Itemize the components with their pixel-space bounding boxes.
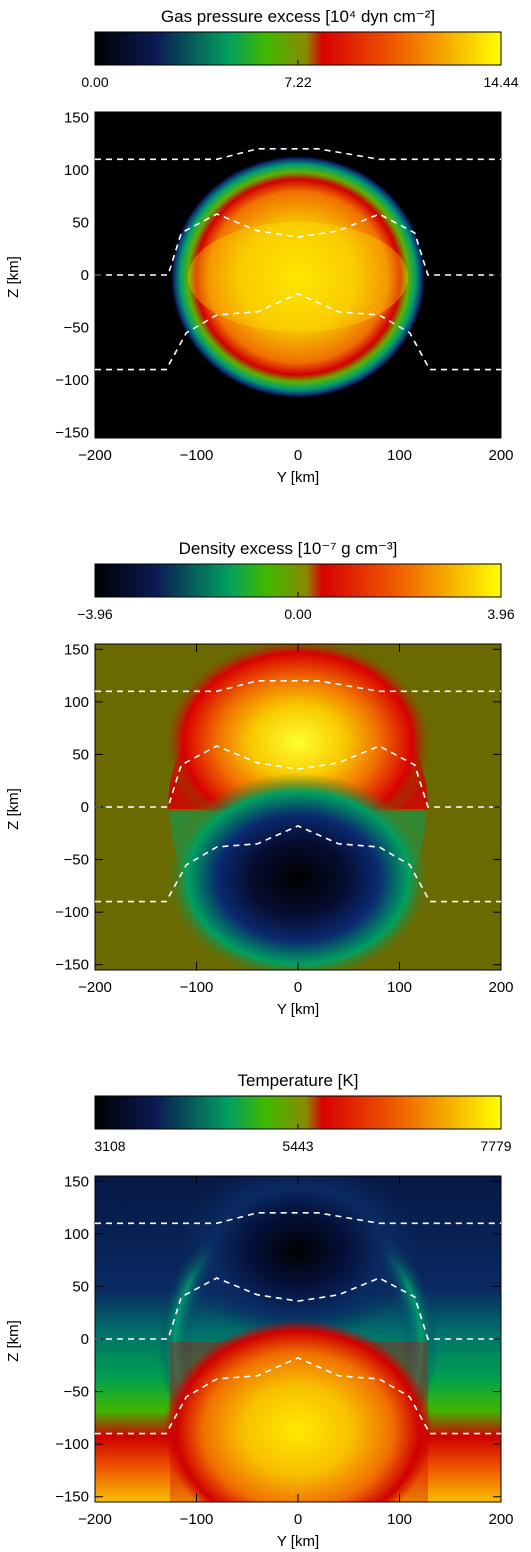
x-tick-label: 200 (488, 1511, 513, 1528)
contour-lines (95, 148, 501, 371)
colorbar-tick-min: 3108 (94, 1138, 125, 1154)
x-tick-label: −100 (180, 979, 214, 996)
x-tick-label: −100 (180, 447, 214, 464)
y-tick-label: −100 (55, 904, 89, 921)
y-tick-label: 0 (81, 799, 89, 816)
y-tick-label: 50 (72, 214, 89, 231)
y-tick-label: −150 (55, 425, 89, 442)
colorbar-tick-mid: 7.22 (284, 74, 311, 90)
x-tick-label: 0 (294, 447, 302, 464)
y-tick-label: 100 (64, 162, 89, 179)
x-tick-label: 0 (294, 979, 302, 996)
panel-pressure: Gas pressure excess [10⁴ dyn cm⁻²] 0.00 … (5, 7, 519, 486)
colorbar-title: Gas pressure excess [10⁴ dyn cm⁻²] (161, 7, 435, 26)
contour-line (95, 293, 501, 371)
y-tick-label: 0 (81, 267, 89, 284)
colorbar-title: Temperature [K] (238, 1071, 359, 1090)
colorbar-tick-min: 0.00 (81, 74, 108, 90)
x-tick-label: 200 (488, 979, 513, 996)
y-tick-label: −50 (64, 1384, 89, 1401)
y-tick-label: −50 (64, 852, 89, 869)
colorbar (94, 31, 502, 66)
y-tick-label: 150 (64, 641, 89, 658)
y-tick-label: −50 (64, 320, 89, 337)
y-tick-label: 50 (72, 1278, 89, 1295)
y-axis-label: Z [km] (5, 1320, 22, 1362)
y-axis-label: Z [km] (5, 256, 22, 298)
y-axis-label: Z [km] (5, 788, 22, 830)
colorbar (94, 563, 502, 598)
heatmap-pressure (95, 112, 501, 438)
contour-line (95, 1277, 501, 1340)
contour-lines (95, 1212, 501, 1435)
contour-lines (95, 680, 501, 903)
contour-line (95, 213, 501, 276)
x-axis-label: Y [km] (277, 1533, 319, 1550)
y-tick-label: −150 (55, 957, 89, 974)
x-tick-label: −100 (180, 1511, 214, 1528)
x-axis-label: Y [km] (277, 469, 319, 486)
x-tick-label: −200 (78, 979, 112, 996)
axes: −200 −100 0 100 200 −150 −100 −50 0 50 100 150 (55, 641, 513, 996)
heatmap-temperature (95, 1176, 501, 1502)
y-tick-label: 100 (64, 1226, 89, 1243)
y-tick-label: 150 (64, 109, 89, 126)
panel-temperature: Temperature [K] 3108 5443 7779 −200 −100 0… (5, 1071, 514, 1550)
x-tick-label: −200 (78, 447, 112, 464)
y-tick-label: 150 (64, 1173, 89, 1190)
x-tick-label: 100 (387, 979, 412, 996)
axes: −200 −100 0 100 200 −150 −100 −50 0 50 100 150 (55, 1173, 513, 1528)
colorbar-ticks (94, 1124, 502, 1129)
x-tick-label: 100 (387, 447, 412, 464)
y-tick-label: −100 (55, 1436, 89, 1453)
panel-density: Density excess [10⁻⁷ g cm⁻³] −3.96 0.00 … (5, 539, 515, 1018)
x-tick-label: 200 (488, 447, 513, 464)
colorbar-tick-mid: 0.00 (284, 606, 311, 622)
x-axis-label: Y [km] (277, 1001, 319, 1018)
y-tick-label: −150 (55, 1489, 89, 1506)
contour-line (95, 1357, 501, 1435)
colorbar-tick-mid: 5443 (282, 1138, 313, 1154)
colorbar-tick-max: 14.44 (483, 74, 518, 90)
axes: −200 −100 0 100 200 −150 −100 −50 0 50 100 150 (55, 109, 513, 464)
contour-line (95, 1212, 501, 1225)
heatmap-density (95, 644, 501, 970)
x-tick-label: −200 (78, 1511, 112, 1528)
y-tick-label: 100 (64, 694, 89, 711)
colorbar-tick-max: 7779 (480, 1138, 511, 1154)
colorbar-tick-min: −3.96 (77, 606, 113, 622)
colorbar-ticks (94, 592, 502, 597)
colorbar-tick-max: 3.96 (487, 606, 514, 622)
colorbar-title: Density excess [10⁻⁷ g cm⁻³] (179, 539, 398, 558)
contour-line (95, 680, 501, 693)
colorbar-ticks (94, 60, 502, 65)
x-tick-label: 100 (387, 1511, 412, 1528)
y-tick-label: 50 (72, 746, 89, 763)
x-tick-label: 0 (294, 1511, 302, 1528)
contour-line (95, 148, 501, 161)
contour-line (95, 745, 501, 808)
y-tick-label: −100 (55, 372, 89, 389)
contour-line (95, 825, 501, 903)
y-tick-label: 0 (81, 1331, 89, 1348)
